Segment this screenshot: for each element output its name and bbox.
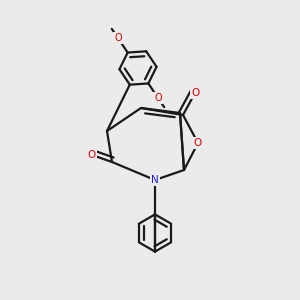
Text: N: N [151,175,159,185]
Text: O: O [191,88,199,98]
Text: O: O [88,150,96,160]
Text: O: O [114,33,122,43]
Text: O: O [154,93,162,103]
Text: O: O [194,138,202,148]
